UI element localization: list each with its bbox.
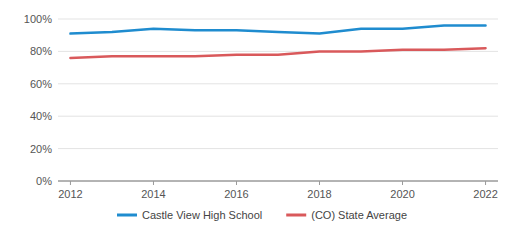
series-group <box>70 25 485 57</box>
grid-line <box>58 19 498 20</box>
chart: 0% 20% 40% 60% 80% 100% 2012 2014 2016 2018 2020 20… <box>0 0 524 230</box>
legend-swatch <box>286 214 306 217</box>
y-tick-label: 80% <box>30 45 52 57</box>
y-tick-label: 60% <box>30 78 52 90</box>
y-tick-label: 0% <box>36 175 52 187</box>
x-tick-label: 2012 <box>58 188 82 200</box>
grid-line <box>58 83 498 84</box>
x-tick-label: 2014 <box>141 188 165 200</box>
x-tick <box>236 181 237 185</box>
x-tick-label: 2016 <box>224 188 248 200</box>
x-tick-label: 2018 <box>307 188 331 200</box>
x-tick <box>153 181 154 185</box>
x-tick <box>70 181 71 185</box>
grid-line <box>58 148 498 149</box>
legend: Castle View High School (CO) State Averag… <box>117 209 407 221</box>
series-line <box>70 48 485 58</box>
legend-swatch <box>117 214 137 217</box>
x-axis <box>58 181 498 182</box>
grid-line <box>58 116 498 117</box>
legend-label: (CO) State Average <box>311 209 407 221</box>
x-tick <box>402 181 403 185</box>
x-tick <box>485 181 486 185</box>
y-tick-label: 40% <box>30 110 52 122</box>
series-line <box>70 25 485 33</box>
legend-label: Castle View High School <box>142 209 262 221</box>
y-tick-label: 20% <box>30 143 52 155</box>
grid-line <box>58 181 498 182</box>
x-tick-label: 2022 <box>473 188 497 200</box>
grid-line <box>58 51 498 52</box>
y-tick-label: 100% <box>24 13 52 25</box>
x-tick-label: 2020 <box>390 188 414 200</box>
x-tick <box>319 181 320 185</box>
